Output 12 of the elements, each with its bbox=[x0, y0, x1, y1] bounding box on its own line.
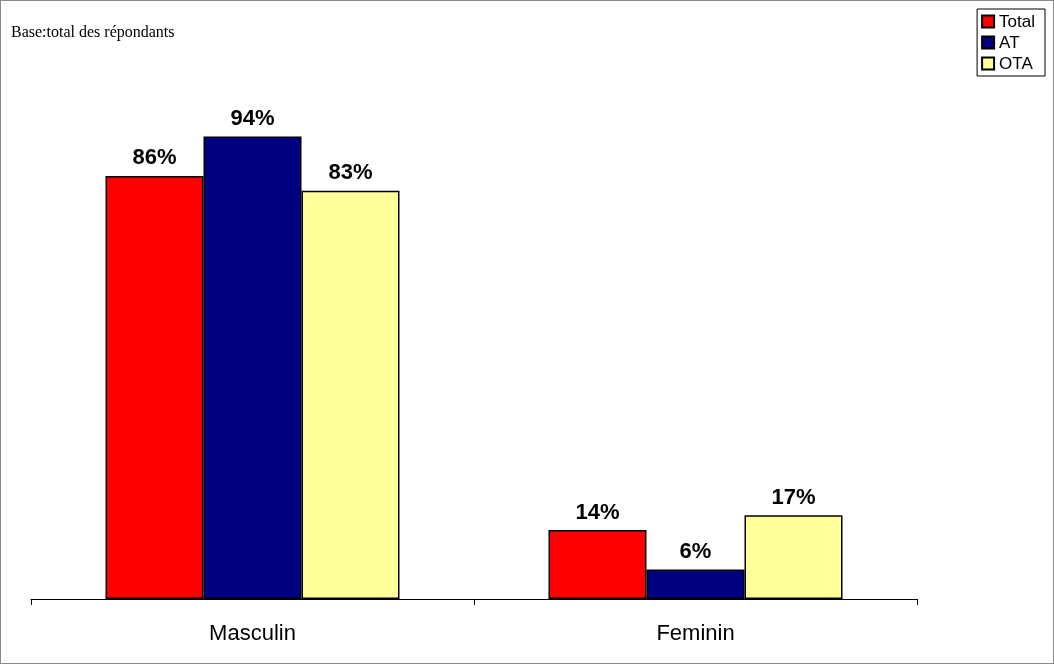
data-label: 94% bbox=[230, 105, 275, 131]
text: Base:total des répondants bbox=[11, 22, 175, 41]
data-label: 17% bbox=[771, 483, 816, 509]
x-tick-label: Masculin bbox=[209, 619, 296, 645]
x-tick-label: Feminin bbox=[656, 619, 735, 645]
legend-label: OTA bbox=[999, 54, 1034, 73]
legend-label: AT bbox=[999, 33, 1020, 52]
data-label: 6% bbox=[679, 537, 712, 563]
data-label: 83% bbox=[328, 159, 373, 185]
data-label: 14% bbox=[575, 498, 620, 524]
data-label: 86% bbox=[132, 144, 177, 170]
legend-label: Total bbox=[999, 12, 1036, 31]
